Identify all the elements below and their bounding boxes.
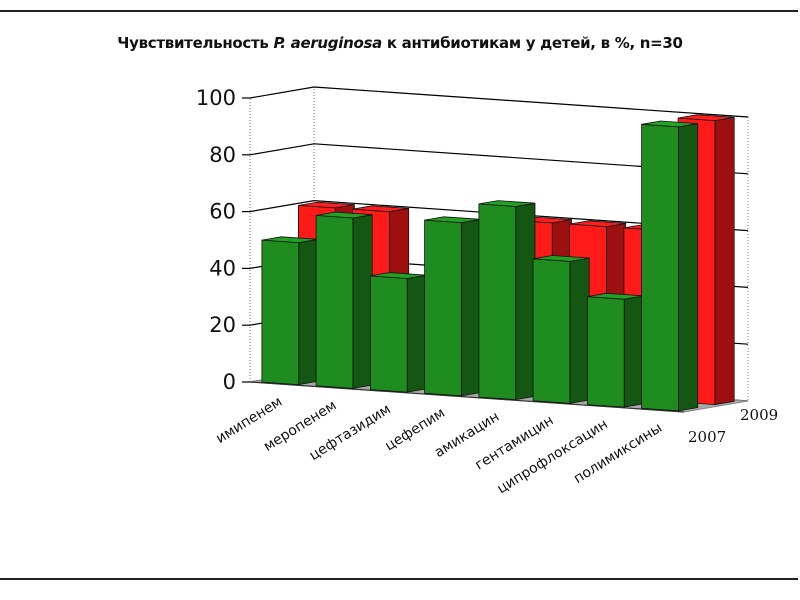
series-label-2009: 2009 [740, 406, 778, 424]
y-tick-label-60: 60 [209, 200, 236, 224]
bar-2009-2 [369, 272, 427, 393]
bar-2009-5 [532, 255, 590, 404]
left-wall-outline [249, 86, 315, 382]
bar-2007-7-top [678, 114, 735, 122]
bar-2009-3-front [424, 219, 462, 397]
bar-2009-6 [587, 292, 644, 408]
bar-2007-5-top [569, 220, 626, 228]
bar-2007-0-top [298, 201, 355, 209]
gridline-100 [249, 86, 749, 118]
bar-2009-1 [315, 211, 373, 389]
bar-2009-0 [261, 236, 319, 386]
chart-frame [0, 10, 798, 580]
bar-2009-4-top [478, 200, 536, 207]
bar-2009-7-side [678, 123, 699, 412]
bar-2007-1-top [352, 205, 409, 213]
bar-2009-4 [478, 200, 536, 401]
bar-2009-4-side [515, 202, 536, 401]
series-label-2007: 2007 [688, 428, 726, 446]
chart-title-prefix: Чувствительность [117, 34, 274, 52]
y-tick-label-80: 80 [209, 143, 236, 167]
bar-2007-7-side [714, 116, 735, 406]
y-tick-label-40: 40 [209, 256, 236, 280]
chart-title-suffix: к антибиотикам у детей, в %, n=30 [381, 34, 683, 52]
bar-2009-5-front [532, 258, 571, 404]
depth-axis-series-labels: 2009 2007 [688, 406, 778, 446]
chart-bars [261, 114, 735, 412]
bar-2009-1-top [316, 211, 373, 219]
bar-2009-2-side [406, 274, 427, 393]
bar-2009-3 [424, 216, 482, 397]
y-tick-label-100: 100 [196, 86, 236, 110]
bar-2009-2-front [369, 275, 408, 393]
x-axis-category-labels: имипенеммеропенемцефтазидимцефепимамикац… [213, 394, 665, 497]
chart-title-organism: P. aeruginosa [273, 34, 382, 52]
bar-2009-5-top [533, 255, 590, 262]
bar-2009-1-front [315, 214, 354, 389]
bar-2009-7 [641, 120, 699, 412]
bar-2009-7-top [641, 120, 698, 128]
y-axis-tick-labels: 0 20 40 60 80 100 [196, 86, 236, 394]
bar-2009-7-front [641, 123, 679, 412]
y-tick-label-20: 20 [209, 313, 236, 337]
y-tick-label-0: 0 [223, 370, 236, 394]
gridline-80 [249, 143, 749, 175]
bar-2009-6-front [587, 296, 625, 408]
bar-2009-5-side [569, 257, 590, 404]
bar-2009-6-side [623, 295, 644, 408]
x-axis-line [249, 381, 685, 413]
gridline-60 [249, 199, 749, 232]
bar-2009-1-side [352, 214, 373, 389]
bar-2009-0-front [261, 239, 300, 386]
chart-title: Чувствительность P. aeruginosa к антибио… [0, 34, 800, 52]
bar-2009-3-side [461, 218, 482, 397]
bar-2009-0-side [298, 238, 319, 386]
bar-2009-4-front [478, 203, 517, 401]
